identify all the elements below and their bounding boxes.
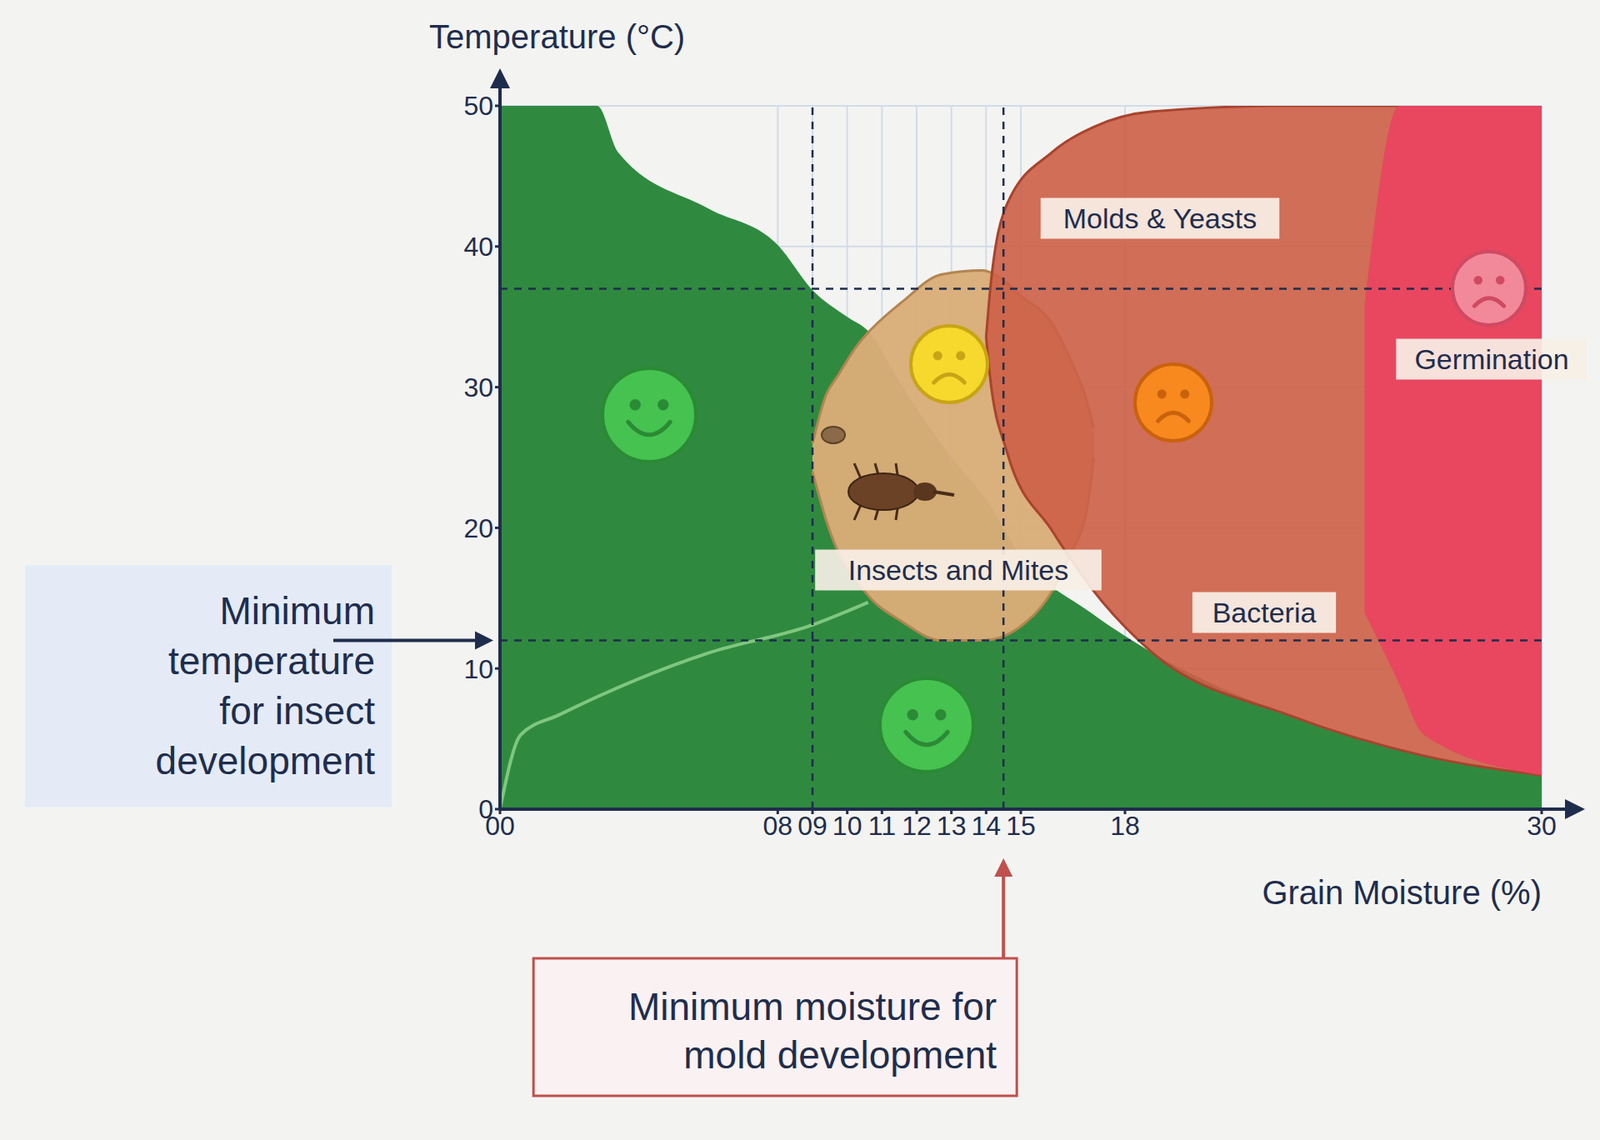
svg-text:10: 10	[832, 810, 863, 841]
svg-text:temperature: temperature	[168, 639, 375, 683]
svg-text:development: development	[155, 739, 376, 783]
svg-text:for insect: for insect	[219, 689, 375, 733]
svg-text:14: 14	[971, 810, 1002, 841]
svg-text:0: 0	[478, 794, 494, 825]
svg-text:50: 50	[463, 90, 494, 121]
svg-text:Bacteria: Bacteria	[1212, 596, 1317, 629]
svg-text:30: 30	[463, 372, 494, 403]
svg-text:18: 18	[1110, 810, 1140, 841]
svg-text:Insects and Mites: Insects and Mites	[848, 554, 1070, 586]
svg-text:08: 08	[763, 810, 794, 841]
svg-text:30: 30	[1526, 810, 1557, 841]
svg-text:Temperature (°C): Temperature (°C)	[429, 18, 685, 55]
svg-text:mold development: mold development	[683, 1033, 997, 1077]
svg-text:Grain Moisture (%): Grain Moisture (%)	[1261, 874, 1542, 911]
svg-text:00: 00	[485, 810, 515, 841]
svg-text:20: 20	[463, 513, 494, 544]
svg-text:40: 40	[463, 231, 494, 262]
svg-text:11: 11	[868, 810, 896, 841]
svg-text:Minimum: Minimum	[219, 589, 375, 633]
svg-text:13: 13	[936, 810, 967, 841]
svg-text:Minimum moisture for: Minimum moisture for	[628, 985, 997, 1029]
svg-text:10: 10	[463, 654, 494, 685]
svg-text:Molds & Yeasts: Molds & Yeasts	[1063, 202, 1257, 235]
svg-text:Germination: Germination	[1414, 343, 1569, 375]
svg-text:15: 15	[1005, 810, 1036, 841]
svg-text:09: 09	[797, 810, 828, 841]
svg-text:12: 12	[901, 810, 932, 841]
